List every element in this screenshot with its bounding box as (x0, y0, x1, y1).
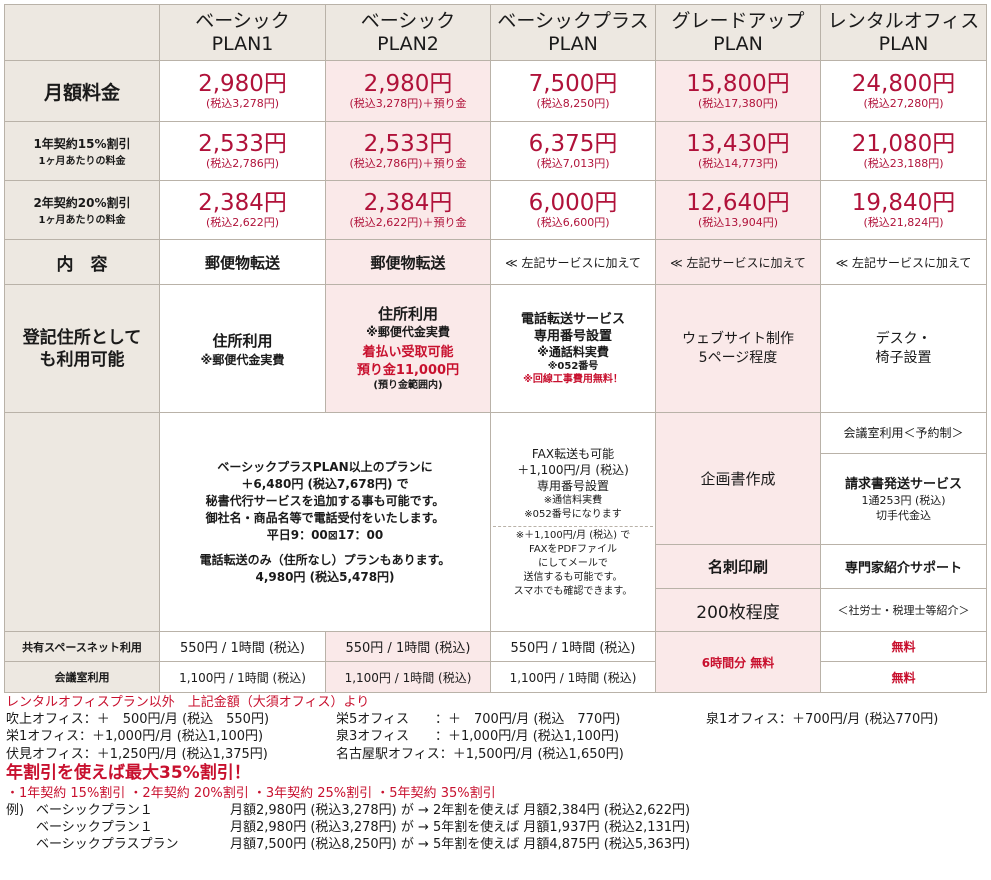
share-free-cell: 6時間分 無料 (655, 631, 821, 693)
share-free-rental: 無料 (820, 631, 987, 662)
price-cell: 2,533円 (税込2,786円)＋預り金 (325, 121, 491, 181)
kikaku-cell: 企画書作成 (655, 412, 821, 545)
meishi-qty-cell: 200枚程度 (655, 588, 821, 632)
meishi-cell: 名刺印刷 (655, 544, 821, 589)
header-grade: グレードアップ PLAN (655, 4, 821, 61)
content-cell: ≪ 左記サービスに加えて (655, 239, 821, 285)
row-label: 1年契約15%割引 1ヶ月あたりの料金 (4, 121, 160, 181)
row-label: 共有スペースネット利用 (4, 631, 160, 662)
example-line: 例) ベーシックプラン１ 月額2,980円 (税込3,278円) が → 2年割を使… (6, 802, 691, 818)
price-cell: 6,000円 (税込6,600円) (490, 180, 656, 240)
price-cell: 19,840円 (税込21,824円) (820, 180, 987, 240)
invoice-cell: 請求書発送サービス 1通253円 (税込) 切手代金込 (820, 453, 987, 545)
office-line: 吹上オフィス：＋ 500円/月 (税込 550円) 栄5オフィス ：＋ 700円/… (6, 712, 939, 728)
reg-cell-plus: 電話転送サービス 専用番号設置 ※通話料実費 ※052番号 ※回線工事費用無料！ (490, 284, 656, 413)
price-row-2year: 2年契約20%割引 1ヶ月あたりの料金 2,384円 (税込2,622円) 2,38… (4, 180, 987, 240)
expert-sub-cell: ＜社労士・税理士等紹介＞ (820, 588, 987, 632)
row-label: 登記住所として も利用可能 (4, 284, 160, 413)
conf-reserve-cell: 会議室利用＜予約制＞ (820, 412, 987, 454)
extra-row-1: ベーシックプラスPLAN以上のプランに ＋6,480円 (税込7,678円) で… (4, 412, 987, 632)
price-cell: 13,430円 (税込14,773円) (655, 121, 821, 181)
extra-row-3: 名刺印刷 専門家紹介サポート (5, 544, 987, 589)
notes-section: レンタルオフィスプラン以外 上記金額（大須オフィス）より 吹上オフィス：＋ 50… (6, 694, 988, 854)
meeting-row: 会議室利用 1,100円 / 1時間 (税込) 1,100円 / 1時間 (税込… (4, 661, 987, 693)
meeting-cell: 1,100円 / 1時間 (税込) (490, 661, 656, 693)
row-label: 2年契約20%割引 1ヶ月あたりの料金 (4, 180, 160, 240)
price-cell: 6,375円 (税込7,013円) (490, 121, 656, 181)
example-line: ベーシックプラン１ 月額2,980円 (税込3,278円) が → 5年割を使えば… (36, 820, 691, 836)
price-cell: 2,533円 (税込2,786円) (159, 121, 326, 181)
meeting-free-rental: 無料 (820, 661, 987, 693)
reg-cell-rental: デスク・ 椅子設置 (820, 284, 987, 413)
reg-cell-grade: ウェブサイト制作 5ページ程度 (655, 284, 821, 413)
office-line: 伏見オフィス：＋1,250円/月 (税込1,375円) 名古屋駅オフィス：＋1,5… (6, 746, 624, 762)
row-label: 内 容 (4, 239, 160, 285)
extra-row-2: 請求書発送サービス 1通253円 (税込) 切手代金込 (5, 453, 987, 545)
share-cell: 550円 / 1時間 (税込) (490, 631, 656, 662)
fax-cell: FAX転送も可能 ＋1,100円/月 (税込) 専用番号設置 ※通信料実費 ※0… (490, 412, 656, 632)
price-cell: 21,080円 (税込23,188円) (820, 121, 987, 181)
header-row: ベーシック PLAN1 ベーシック PLAN2 ベーシックプラス PLAN グレードア… (4, 4, 987, 61)
meeting-cell: 1,100円 / 1時間 (税込) (325, 661, 491, 693)
header-plan1: ベーシック PLAN1 (159, 4, 326, 61)
content-cell: ≪ 左記サービスに加えて (490, 239, 656, 285)
price-row-monthly: 月額料金 2,980円 (税込3,278円) 2,980円 (税込3,278円)＋預… (4, 60, 987, 122)
content-cell: 郵便物転送 (159, 239, 326, 285)
price-cell: 2,384円 (税込2,622円)＋預り金 (325, 180, 491, 240)
expert-cell: 専門家紹介サポート (820, 544, 987, 589)
content-row: 内 容 郵便物転送 郵便物転送 ≪ 左記サービスに加えて ≪ 左記サービスに加え… (4, 239, 987, 285)
secretary-cell: ベーシックプラスPLAN以上のプランに ＋6,480円 (税込7,678円) で… (159, 412, 491, 632)
example-line: ベーシックプラスプラン 月額7,500円 (税込8,250円) が → 5年割を使… (36, 837, 691, 853)
price-cell: 2,384円 (税込2,622円) (159, 180, 326, 240)
price-cell: 2,980円 (税込3,278円)＋預り金 (325, 60, 491, 122)
share-row: 共有スペースネット利用 550円 / 1時間 (税込) 550円 / 1時間 (… (4, 631, 987, 693)
extra-label-cell (4, 412, 160, 632)
discount-list: ・1年契約 15%割引 ・2年契約 20%割引 ・3年契約 25%割引 ・5年契… (6, 785, 496, 801)
price-cell: 24,800円 (税込27,280円) (820, 60, 987, 122)
content-cell: ≪ 左記サービスに加えて (820, 239, 987, 285)
meeting-cell: 1,100円 / 1時間 (税込) (159, 661, 326, 693)
share-cell: 550円 / 1時間 (税込) (325, 631, 491, 662)
notes-heading: レンタルオフィスプラン以外 上記金額（大須オフィス）より (6, 695, 370, 710)
discount-title: 年割引を使えば最大35%割引！ (6, 762, 251, 783)
reg-cell-plan1: 住所利用 ※郵便代金実費 (159, 284, 326, 413)
registration-row: 登記住所として も利用可能 住所利用 ※郵便代金実費 住所利用 ※郵便代金実費 着払… (4, 284, 987, 413)
header-plus: ベーシックプラス PLAN (490, 4, 656, 61)
reg-cell-plan2: 住所利用 ※郵便代金実費 着払い受取可能 預り金11,000円 (預り金範囲内) (325, 284, 491, 413)
price-cell: 12,640円 (税込13,904円) (655, 180, 821, 240)
row-label: 月額料金 (4, 60, 160, 122)
header-plan2: ベーシック PLAN2 (325, 4, 491, 61)
content-cell: 郵便物転送 (325, 239, 491, 285)
header-corner (4, 4, 160, 61)
extra-row-4: 200枚程度 ＜社労士・税理士等紹介＞ (5, 588, 987, 632)
price-cell: 15,800円 (税込17,380円) (655, 60, 821, 122)
office-line: 栄1オフィス：＋1,000円/月 (税込1,100円) 泉3オフィス ：＋1,00… (6, 729, 620, 745)
share-cell: 550円 / 1時間 (税込) (159, 631, 326, 662)
price-cell: 7,500円 (税込8,250円) (490, 60, 656, 122)
row-label: 会議室利用 (4, 661, 160, 693)
price-cell: 2,980円 (税込3,278円) (159, 60, 326, 122)
plan-table: ベーシック PLAN1 ベーシック PLAN2 ベーシックプラス PLAN グレードア… (4, 4, 987, 693)
price-row-1year: 1年契約15%割引 1ヶ月あたりの料金 2,533円 (税込2,786円) 2,53… (4, 121, 987, 181)
header-rental: レンタルオフィス PLAN (820, 4, 987, 61)
